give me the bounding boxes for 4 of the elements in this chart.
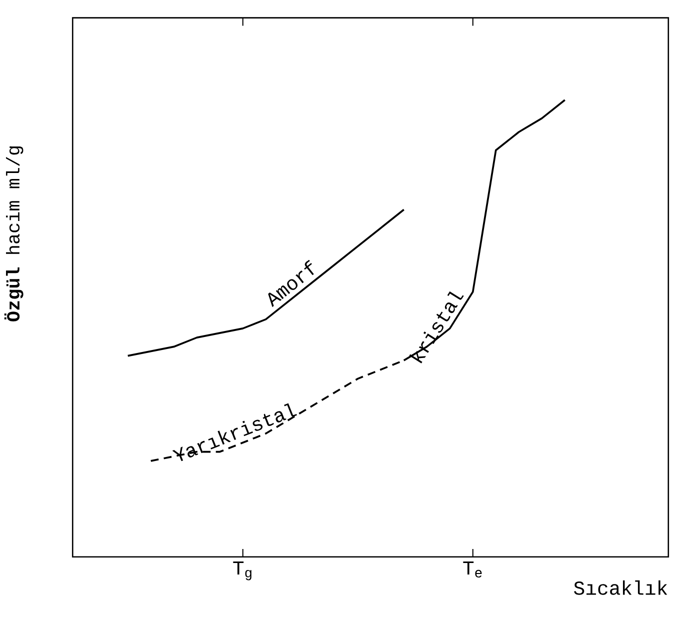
x-axis-title: Sıcaklık — [574, 580, 668, 596]
x-tick-label: T$_{g}$ — [233, 562, 252, 580]
x-tick-label: T$_{e}$ — [463, 562, 482, 578]
y-axis-title: Özgül hacim ml/g — [4, 146, 24, 322]
